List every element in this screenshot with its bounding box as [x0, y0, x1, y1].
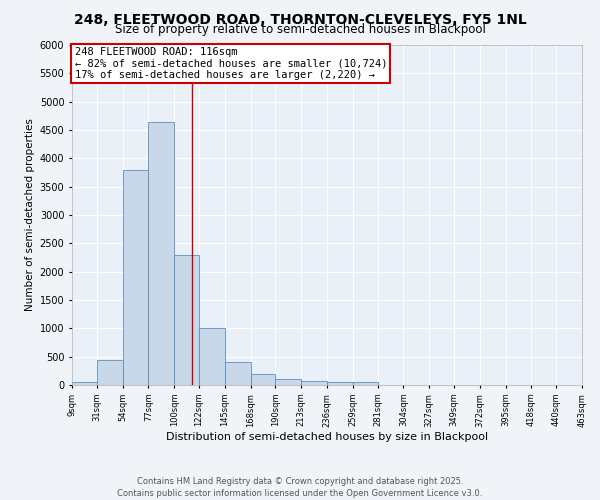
Bar — [174, 254, 199, 385]
Bar — [327, 382, 353, 385]
Bar — [275, 380, 301, 385]
Bar — [148, 122, 174, 385]
Bar — [225, 362, 251, 385]
Bar — [251, 374, 275, 385]
Text: Contains HM Land Registry data © Crown copyright and database right 2025.
Contai: Contains HM Land Registry data © Crown c… — [118, 476, 482, 498]
X-axis label: Distribution of semi-detached houses by size in Blackpool: Distribution of semi-detached houses by … — [166, 432, 488, 442]
Bar — [353, 382, 377, 385]
Bar — [97, 360, 122, 385]
Text: Size of property relative to semi-detached houses in Blackpool: Size of property relative to semi-detach… — [115, 22, 485, 36]
Bar — [72, 382, 97, 385]
Bar — [199, 328, 225, 385]
Bar — [122, 170, 148, 385]
Text: 248, FLEETWOOD ROAD, THORNTON-CLEVELEYS, FY5 1NL: 248, FLEETWOOD ROAD, THORNTON-CLEVELEYS,… — [74, 12, 526, 26]
Bar — [301, 381, 327, 385]
Text: 248 FLEETWOOD ROAD: 116sqm
← 82% of semi-detached houses are smaller (10,724)
17: 248 FLEETWOOD ROAD: 116sqm ← 82% of semi… — [74, 46, 387, 80]
Y-axis label: Number of semi-detached properties: Number of semi-detached properties — [25, 118, 35, 312]
